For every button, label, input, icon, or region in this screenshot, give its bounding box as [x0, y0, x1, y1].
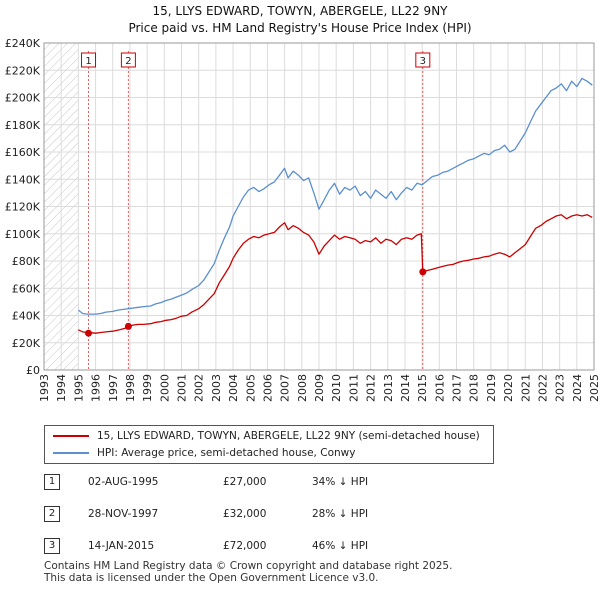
- y-tick-label: £220K: [5, 64, 41, 77]
- annotation-date: 02-AUG-1995: [88, 476, 159, 488]
- x-tick-label: 2011: [347, 374, 360, 402]
- sale-number-box: [81, 52, 97, 68]
- legend-item-hpi: HPI: Average price, semi-detached house,…: [53, 445, 355, 461]
- annotation-hpi: 34% ↓ HPI: [312, 476, 369, 488]
- annotation-hpi: 28% ↓ HPI: [312, 508, 369, 520]
- sale-number-label: 1: [85, 56, 91, 67]
- footer: Contains HM Land Registry data © Crown c…: [44, 560, 452, 584]
- x-tick-label: 2009: [313, 374, 326, 402]
- y-tick-label: £180K: [5, 119, 41, 132]
- x-tick-label: 2022: [536, 374, 549, 402]
- annotation-date: 14-JAN-2015: [88, 540, 155, 552]
- x-tick-label: 1996: [90, 374, 103, 402]
- x-tick-label: 1994: [55, 374, 68, 402]
- annotation-number: 3: [44, 538, 60, 554]
- y-tick-label: £80K: [12, 255, 41, 268]
- x-tick-label: 2021: [519, 374, 532, 402]
- legend-swatch-property: [53, 435, 89, 437]
- x-tick-label: 2025: [588, 374, 600, 402]
- x-tick-label: 1999: [141, 374, 154, 402]
- x-tick-label: 1998: [124, 374, 137, 402]
- y-tick-label: £0: [26, 364, 40, 377]
- x-tick-label: 2000: [158, 374, 171, 402]
- y-tick-label: £140K: [5, 173, 41, 186]
- chart-subtitle: Price paid vs. HM Land Registry's House …: [128, 21, 471, 35]
- plot-frame: [43, 42, 595, 371]
- x-tick-label: 2005: [244, 374, 257, 402]
- x-tick-label: 2007: [279, 374, 292, 402]
- legend-label-hpi: HPI: Average price, semi-detached house,…: [97, 447, 356, 459]
- x-tick-label: 2018: [468, 374, 481, 402]
- legend-item-property: 15, LLYS EDWARD, TOWYN, ABERGELE, LL22 9…: [53, 428, 480, 444]
- annotation-price: £72,000: [223, 540, 267, 552]
- annotation-price: £27,000: [223, 476, 267, 488]
- x-tick-label: 2001: [176, 374, 189, 402]
- x-tick-label: 2010: [330, 374, 343, 402]
- x-tick-label: 2016: [433, 374, 446, 402]
- y-tick-label: £240K: [5, 37, 41, 50]
- sale-point: [419, 268, 427, 276]
- legend-label-property: 15, LLYS EDWARD, TOWYN, ABERGELE, LL22 9…: [97, 430, 480, 442]
- y-tick-label: £160K: [5, 146, 41, 159]
- x-tick-label: 2023: [554, 374, 567, 402]
- hpi-line: [77, 77, 593, 315]
- x-tick-label: 2024: [571, 374, 584, 402]
- sale-number-box: [120, 52, 136, 68]
- x-tick-label: 2014: [399, 374, 412, 402]
- x-tick-label: 1995: [72, 374, 85, 402]
- y-tick-label: £200K: [5, 92, 41, 105]
- x-tick-label: 2004: [227, 374, 240, 402]
- sale-number-label: 2: [125, 56, 131, 67]
- annotation-price: £32,000: [223, 508, 267, 520]
- sale-point: [85, 329, 93, 337]
- x-tick-label: 2020: [502, 374, 515, 402]
- x-tick-label: 2019: [485, 374, 498, 402]
- x-tick-label: 2012: [365, 374, 378, 402]
- sale-number-box: [415, 52, 431, 68]
- x-tick-label: 2017: [451, 374, 464, 402]
- annotation-number: 1: [44, 474, 60, 490]
- x-tick-label: 2006: [261, 374, 274, 402]
- y-tick-label: £60K: [12, 282, 41, 295]
- x-tick-label: 2002: [193, 374, 206, 402]
- x-tick-label: 2013: [382, 374, 395, 402]
- y-tick-label: £120K: [5, 201, 41, 214]
- x-tick-label: 1993: [38, 374, 51, 402]
- y-tick-label: £40K: [12, 310, 41, 323]
- sale-point: [124, 322, 132, 330]
- y-tick-label: £20K: [12, 337, 41, 350]
- legend: 15, LLYS EDWARD, TOWYN, ABERGELE, LL22 9…: [44, 425, 494, 464]
- sale-number-label: 3: [420, 56, 426, 67]
- annotation-number: 2: [44, 506, 60, 522]
- x-tick-label: 2015: [416, 374, 429, 402]
- x-tick-label: 1997: [107, 374, 120, 402]
- y-tick-label: £100K: [5, 228, 41, 241]
- legend-swatch-hpi: [53, 452, 89, 454]
- x-tick-label: 2008: [296, 374, 309, 402]
- annotation-hpi: 46% ↓ HPI: [312, 540, 369, 552]
- footer-licence: This data is licensed under the Open Gov…: [44, 572, 379, 584]
- chart-title: 15, LLYS EDWARD, TOWYN, ABERGELE, LL22 9…: [153, 4, 449, 18]
- annotation-date: 28-NOV-1997: [88, 508, 159, 520]
- x-tick-label: 2003: [210, 374, 223, 402]
- footer-copyright: Contains HM Land Registry data © Crown c…: [44, 560, 453, 572]
- price-chart: 15, LLYS EDWARD, TOWYN, ABERGELE, LL22 9…: [5, 4, 600, 402]
- property-price-line: [78, 214, 593, 334]
